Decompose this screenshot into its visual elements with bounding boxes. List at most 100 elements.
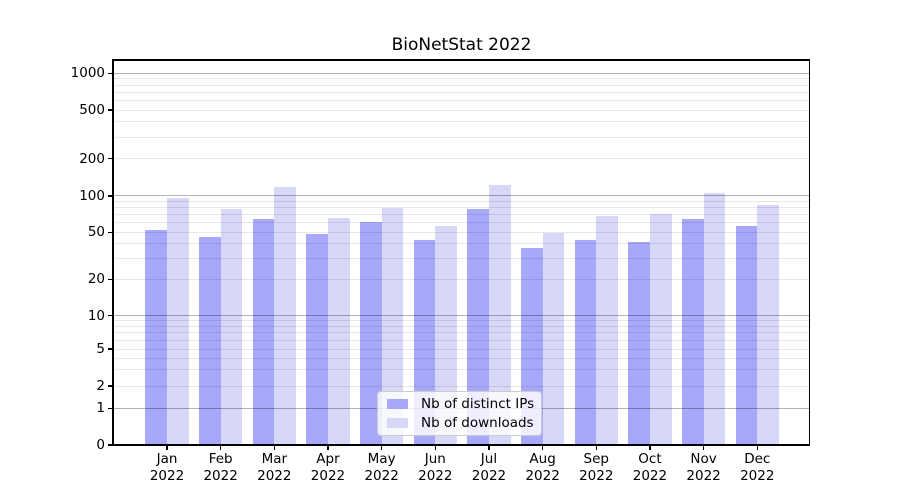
y-axis-tick-label: 5 xyxy=(96,341,105,357)
y-axis-tick-label: 1 xyxy=(96,400,105,417)
bar-distinct-ips xyxy=(198,236,221,445)
grid-minor-line xyxy=(113,243,809,245)
y-axis-tick xyxy=(108,407,113,409)
bar-downloads xyxy=(649,213,672,445)
y-axis-tick xyxy=(108,195,113,197)
x-axis-tick xyxy=(649,445,651,450)
bar-distinct-ips xyxy=(145,230,167,445)
y-axis-tick xyxy=(108,72,113,74)
grid-minor-line xyxy=(113,320,809,322)
y-axis-tick-label: 20 xyxy=(87,271,105,288)
y-axis-tick xyxy=(108,315,113,317)
bar-downloads xyxy=(274,187,296,445)
bar-distinct-ips xyxy=(306,234,328,445)
x-axis-tick xyxy=(595,445,597,450)
grid-major-line xyxy=(113,72,809,74)
bar-downloads xyxy=(167,198,189,445)
x-axis-tick-label: Nov 2022 xyxy=(686,451,721,484)
grid-minor-line xyxy=(113,258,809,259)
grid-minor-line xyxy=(113,332,809,334)
x-axis-tick-label: Jul 2022 xyxy=(471,451,507,484)
y-axis-tick-label: 50 xyxy=(87,224,105,241)
bar-distinct-ips xyxy=(467,209,489,445)
grid-minor-line xyxy=(113,207,809,209)
bar-downloads xyxy=(327,217,350,445)
grid-minor-line xyxy=(113,214,809,216)
x-axis-tick xyxy=(273,445,275,450)
legend-label-downloads: Nb of downloads xyxy=(421,415,534,431)
y-axis-tick xyxy=(108,444,113,446)
x-axis-tick-label: Jun 2022 xyxy=(418,451,453,484)
grid-minor-line xyxy=(113,348,809,350)
x-axis-tick xyxy=(327,445,329,450)
y-axis-tick-label: 2 xyxy=(96,378,105,394)
grid-major-line xyxy=(113,315,809,317)
legend-item-distinct-ips: Nb of distinct IPs xyxy=(387,396,535,412)
y-axis-tick-label: 0 xyxy=(96,437,105,453)
x-axis-tick-label: Dec 2022 xyxy=(740,451,775,484)
x-axis-tick-label: Feb 2022 xyxy=(203,451,238,484)
bar-distinct-ips xyxy=(735,226,758,445)
x-axis-tick-label: Apr 2022 xyxy=(310,451,346,484)
x-axis-tick xyxy=(166,445,168,450)
grid-minor-line xyxy=(113,369,809,371)
y-axis-tick-label: 500 xyxy=(79,102,105,118)
axis-spine-right xyxy=(808,59,811,446)
chart-title: BioNetStat 2022 xyxy=(391,35,532,55)
bar-downloads xyxy=(220,209,243,445)
bar-distinct-ips xyxy=(359,221,382,445)
grid-major-line xyxy=(113,195,809,197)
axis-spine-top xyxy=(112,59,811,61)
bar-downloads xyxy=(757,205,779,445)
x-axis-tick xyxy=(380,445,383,450)
grid-minor-line xyxy=(113,78,809,80)
grid-minor-line xyxy=(113,136,809,138)
axis-spine-left xyxy=(112,59,114,446)
grid-minor-line xyxy=(113,158,809,160)
grid-minor-line xyxy=(113,84,809,86)
bar-downloads xyxy=(435,226,457,445)
legend-swatch-distinct-ips xyxy=(387,399,408,409)
bar-downloads xyxy=(488,184,511,445)
legend-label-distinct-ips: Nb of distinct IPs xyxy=(421,396,535,412)
x-axis-tick-label: Oct 2022 xyxy=(632,451,668,484)
bar-downloads xyxy=(381,207,404,445)
bar-downloads xyxy=(596,216,618,445)
bar-downloads xyxy=(703,193,726,445)
y-axis-tick-label: 10 xyxy=(87,307,105,324)
grid-minor-line xyxy=(113,385,809,387)
legend-item-downloads: Nb of downloads xyxy=(387,415,535,431)
y-axis-tick xyxy=(108,278,113,280)
grid-minor-line xyxy=(113,222,809,224)
x-axis-tick xyxy=(488,445,490,450)
x-axis-tick-label: May 2022 xyxy=(364,451,399,484)
bar-downloads xyxy=(542,233,565,445)
grid-minor-line xyxy=(113,91,809,93)
grid-minor-line xyxy=(113,201,809,203)
bar-distinct-ips xyxy=(252,219,275,445)
bar-distinct-ips xyxy=(628,242,650,445)
x-axis-tick xyxy=(541,445,544,450)
bar-distinct-ips xyxy=(574,240,597,445)
y-axis-tick xyxy=(108,348,113,350)
grid-minor-line xyxy=(113,325,809,327)
y-axis-tick-label: 1000 xyxy=(70,65,105,82)
y-axis-tick-label: 100 xyxy=(79,188,105,204)
x-axis-tick-label: Aug 2022 xyxy=(525,451,560,484)
bar-distinct-ips xyxy=(681,218,704,445)
x-axis-tick xyxy=(756,445,758,450)
y-axis-tick xyxy=(108,385,113,387)
grid-minor-line xyxy=(113,121,809,123)
grid-minor-line xyxy=(113,278,809,280)
grid-minor-line xyxy=(113,339,809,341)
x-axis-tick xyxy=(220,445,222,450)
x-axis-tick xyxy=(434,445,436,450)
y-axis-tick xyxy=(108,109,113,111)
axis-spine-bottom xyxy=(112,444,811,446)
y-axis-tick xyxy=(108,158,113,160)
x-axis-tick xyxy=(702,445,705,450)
y-axis-tick-label: 200 xyxy=(79,150,105,167)
x-axis-tick-label: Sep 2022 xyxy=(579,451,614,484)
x-axis-tick-label: Jan 2022 xyxy=(149,451,185,484)
